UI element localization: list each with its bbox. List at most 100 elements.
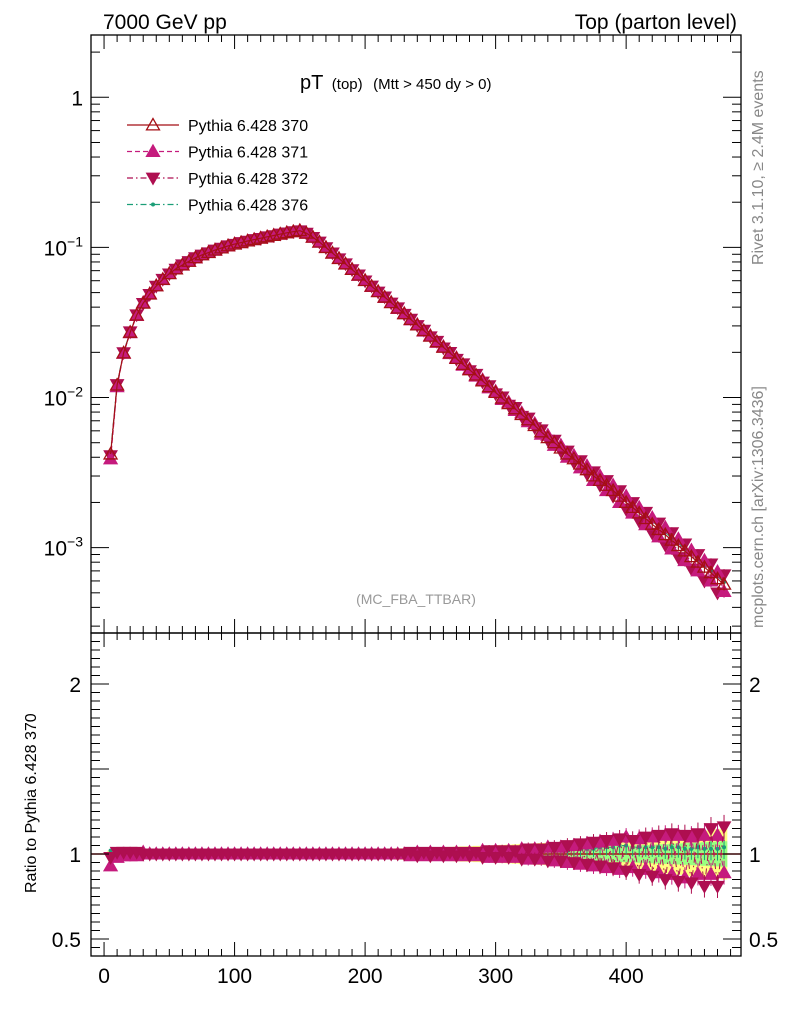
plot-title-sub: (top) xyxy=(332,76,363,93)
data-point-370 xyxy=(148,278,164,292)
data-point-370 xyxy=(468,367,484,381)
data-point-370 xyxy=(324,245,341,259)
data-point-370 xyxy=(455,356,471,371)
data-point-370 xyxy=(403,311,419,326)
data-point-370 xyxy=(298,225,314,239)
ratio-point-372 xyxy=(475,852,490,865)
ratio-point-372 xyxy=(501,852,517,865)
ratio-point-371 xyxy=(709,827,726,841)
ratio-point-372 xyxy=(631,869,647,882)
legend-label-371: Pythia 6.428 371 xyxy=(188,145,308,162)
data-point-370 xyxy=(318,239,334,254)
ratio-point-371 xyxy=(690,866,706,880)
data-point-370 xyxy=(442,345,458,359)
legend-label-372: Pythia 6.428 372 xyxy=(188,171,308,188)
ratio-point-371 xyxy=(703,866,719,880)
ratio-y-tick-label-left: 0.5 xyxy=(52,929,81,952)
data-point-370 xyxy=(429,334,445,348)
data-point-370 xyxy=(527,417,543,432)
data-point-370 xyxy=(220,238,236,252)
data-point-370 xyxy=(364,278,380,292)
data-point-370 xyxy=(461,361,478,376)
data-point-370 xyxy=(644,516,660,530)
legend-marker-371 xyxy=(145,143,161,158)
ratio-panel-frame xyxy=(90,632,742,957)
ratio-point-372 xyxy=(599,835,614,848)
data-point-370 xyxy=(370,283,386,298)
data-point-370 xyxy=(194,247,210,261)
ratio-y-tick-label-left: 2 xyxy=(69,674,81,697)
data-point-371 xyxy=(677,552,693,567)
data-point-370 xyxy=(605,482,621,497)
ratio-point-372 xyxy=(670,875,686,889)
data-point-370 xyxy=(181,253,197,267)
ratio-point-372 xyxy=(579,858,595,872)
analysis-tag: (MC_FBA_TTBAR) xyxy=(356,591,476,607)
ratio-point-376 xyxy=(722,845,727,850)
x-tick-label: 200 xyxy=(348,965,383,988)
data-point-370 xyxy=(142,286,158,300)
main-panel-series xyxy=(102,222,732,601)
ratio-point-372 xyxy=(644,870,660,884)
ratio-point-372 xyxy=(651,829,667,843)
data-point-370 xyxy=(409,317,425,331)
ratio-point-372 xyxy=(546,841,562,855)
ratio-point-376 xyxy=(663,846,668,851)
data-point-370 xyxy=(553,440,569,454)
data-point-370 xyxy=(233,234,249,249)
data-point-370 xyxy=(546,434,562,449)
data-point-370 xyxy=(292,222,308,237)
data-point-371 xyxy=(716,583,732,598)
data-point-370 xyxy=(520,412,536,426)
data-point-370 xyxy=(168,261,184,275)
legend-label-370: Pythia 6.428 370 xyxy=(188,118,308,135)
data-point-370 xyxy=(337,256,354,270)
ratio-point-372 xyxy=(690,828,706,842)
data-point-370 xyxy=(416,322,432,337)
ratio-point-372 xyxy=(625,835,641,848)
data-point-370 xyxy=(305,229,321,243)
x-tick-label: 0 xyxy=(98,965,110,988)
data-point-370 xyxy=(494,390,510,404)
data-point-370 xyxy=(396,306,412,320)
y-tick-label: 10−3 xyxy=(44,534,84,561)
plot-title: pT (top) (Mtt > 450 dy > 0) xyxy=(300,72,491,94)
ratio-point-372 xyxy=(703,823,719,837)
ratio-point-372 xyxy=(716,821,732,835)
data-point-370 xyxy=(129,307,145,321)
series-line-370 xyxy=(110,230,725,585)
ratio-point-376 xyxy=(708,846,713,851)
legend-marker-376 xyxy=(151,202,155,207)
data-point-370 xyxy=(422,328,438,342)
ratio-point-372 xyxy=(664,828,680,842)
ratio-y-tick-label-left: 1 xyxy=(69,844,81,867)
ratio-point-372 xyxy=(612,833,627,847)
data-point-370 xyxy=(507,401,523,415)
data-point-371 xyxy=(651,529,667,543)
plot-title-main: pT xyxy=(300,72,323,94)
ratio-point-371 xyxy=(716,864,732,879)
ratio-point-372 xyxy=(638,831,654,845)
ratio-point-372 xyxy=(520,843,536,857)
data-point-371 xyxy=(703,573,719,587)
ratio-point-376 xyxy=(695,845,700,850)
data-point-370 xyxy=(670,537,686,552)
series-line-376 xyxy=(110,230,725,583)
ratio-point-376 xyxy=(682,846,687,851)
ratio-point-372 xyxy=(657,874,673,888)
ratio-point-376 xyxy=(702,846,707,851)
ratio-point-372 xyxy=(684,877,699,891)
ratio-point-372 xyxy=(618,865,634,879)
data-point-370 xyxy=(487,384,504,399)
ratio-panel-series xyxy=(91,814,741,898)
data-point-370 xyxy=(109,377,125,391)
ratio-point-376 xyxy=(669,845,674,850)
data-point-370 xyxy=(311,234,328,248)
ratio-point-372 xyxy=(697,880,712,894)
ratio-y-tick-label-right: 1 xyxy=(749,844,761,867)
data-point-370 xyxy=(598,477,615,491)
ratio-point-372 xyxy=(527,853,543,867)
data-point-370 xyxy=(501,395,517,410)
data-point-370 xyxy=(331,250,347,265)
data-point-370 xyxy=(566,451,582,465)
